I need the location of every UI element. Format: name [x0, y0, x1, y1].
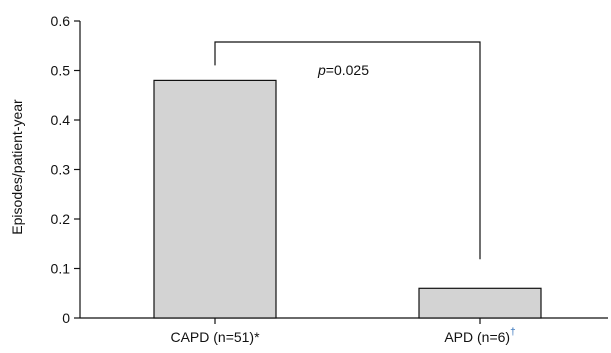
bars — [153, 79, 542, 319]
bar-1 — [153, 79, 277, 319]
bar-2 — [418, 287, 542, 319]
y-tick-label: 0 — [62, 310, 70, 326]
significance-bracket: p=0.025 — [214, 41, 481, 260]
y-axis: 0 0.1 0.2 0.3 0.4 0.5 0.6 — [51, 13, 81, 326]
y-tick-label: 0.2 — [51, 211, 71, 227]
significance-bracket-line — [214, 41, 481, 260]
y-tick-label: 0.5 — [51, 63, 71, 79]
x-tick-labels: CAPD (n=51)* APD (n=6)† — [170, 327, 515, 345]
x-tick-label: CAPD (n=51)* — [170, 329, 260, 345]
y-tick-label: 0.1 — [51, 261, 71, 277]
y-tick-label: 0.4 — [51, 112, 71, 128]
p-value-label: p=0.025 — [317, 62, 369, 78]
x-axis — [80, 317, 608, 324]
y-axis-title: Episodes/patient-year — [9, 99, 25, 235]
y-tick-label: 0.3 — [51, 162, 71, 178]
y-tick-label: 0.6 — [51, 13, 71, 29]
x-tick-label: APD (n=6)† — [444, 327, 515, 345]
